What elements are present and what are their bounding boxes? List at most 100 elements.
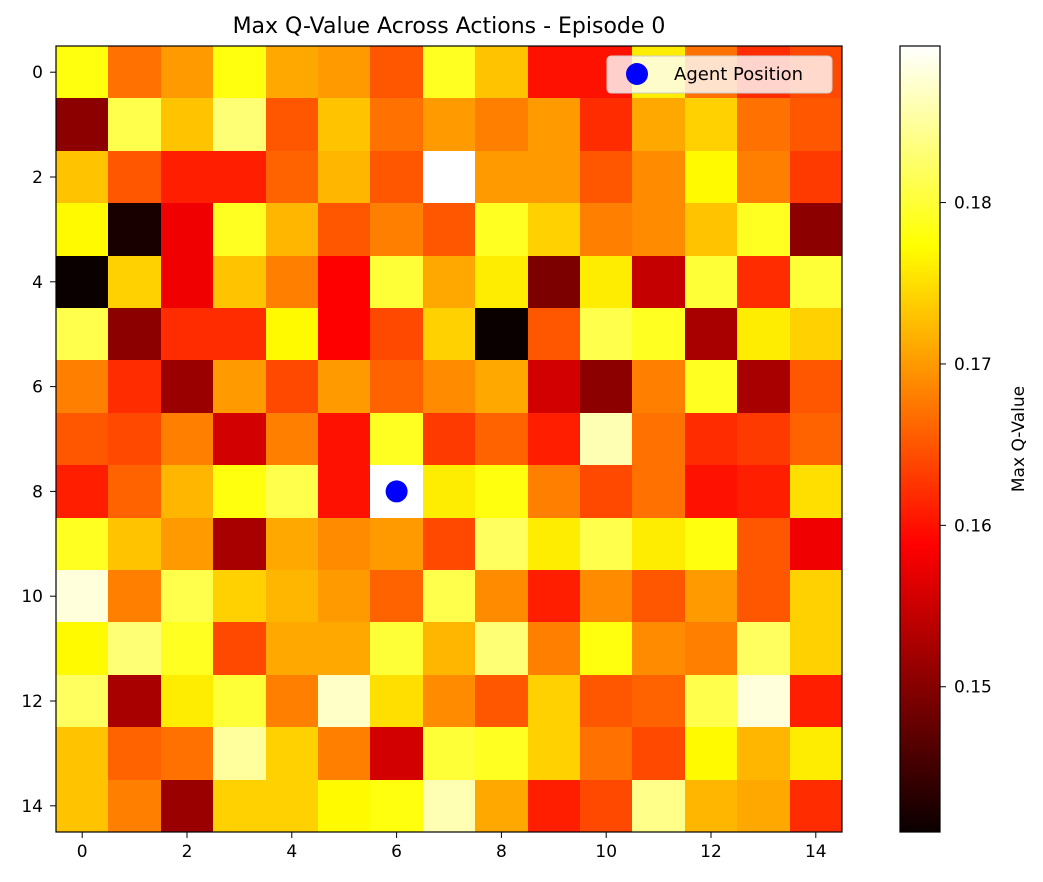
heatmap-cell [632, 518, 685, 570]
heatmap-cell [370, 780, 423, 832]
heatmap-cell [790, 308, 842, 360]
colorbar-label: Max Q-Value [1009, 386, 1029, 492]
heatmap-cell [370, 46, 423, 98]
heatmap-cell [580, 622, 632, 675]
heatmap-cell [56, 570, 108, 622]
heatmap-cell [161, 465, 213, 518]
heatmap-cell [737, 98, 790, 151]
colorbar-tick-label: 0.17 [954, 355, 992, 375]
heatmap-cell [213, 203, 266, 256]
heatmap-cell [266, 465, 318, 518]
heatmap-cell [528, 675, 580, 727]
heatmap-cell [632, 780, 685, 832]
heatmap-cell [790, 413, 842, 465]
y-axis-ticks: 0 2 4 6 8 10 12 14 [21, 63, 56, 817]
heatmap-cell [108, 98, 161, 151]
heatmap-cell [108, 780, 161, 832]
heatmap-cell [56, 151, 108, 203]
heatmap-cell [161, 203, 213, 256]
heatmap-cell [370, 308, 423, 360]
heatmap-cell [528, 570, 580, 622]
heatmap-cell [685, 570, 737, 622]
heatmap-cell [56, 360, 108, 413]
heatmap-cell [685, 413, 737, 465]
heatmap-cell [213, 570, 266, 622]
heatmap-cell [213, 308, 266, 360]
heatmap-cell [56, 465, 108, 518]
heatmap-cell [108, 413, 161, 465]
heatmap-cell [790, 465, 842, 518]
heatmap-cell [475, 360, 528, 413]
y-tick-label: 0 [32, 63, 43, 83]
heatmap-cell [528, 727, 580, 780]
heatmap-cell [475, 727, 528, 780]
heatmap-cell [737, 570, 790, 622]
heatmap-cell [266, 256, 318, 308]
heatmap-cell [475, 465, 528, 518]
heatmap-cell [685, 151, 737, 203]
heatmap-cell [108, 675, 161, 727]
colorbar-tick-label: 0.16 [954, 516, 992, 536]
heatmap-cell [528, 203, 580, 256]
heatmap-cell [213, 98, 266, 151]
x-tick-label: 10 [595, 842, 617, 862]
heatmap-cell [108, 570, 161, 622]
heatmap-cell [213, 46, 266, 98]
heatmap-cell [423, 780, 475, 832]
heatmap-cell [423, 622, 475, 675]
heatmap-cell [266, 780, 318, 832]
heatmap-cell [580, 465, 632, 518]
heatmap-cell [370, 203, 423, 256]
heatmap-cell [161, 675, 213, 727]
heatmap-cell [632, 308, 685, 360]
heatmap-cell [475, 622, 528, 675]
heatmap-cell [56, 727, 108, 780]
heatmap-cell [685, 727, 737, 780]
heatmap-cell [318, 360, 370, 413]
heatmap-cell [370, 360, 423, 413]
heatmap-cell [108, 465, 161, 518]
x-tick-label: 8 [496, 842, 507, 862]
heatmap-cell [632, 675, 685, 727]
heatmap-cell [56, 518, 108, 570]
heatmap-cell [790, 518, 842, 570]
y-tick-label: 6 [32, 378, 43, 398]
legend-agent-marker [626, 63, 648, 85]
heatmap-cell [790, 360, 842, 413]
heatmap-cell [580, 203, 632, 256]
y-tick-label: 2 [32, 168, 43, 188]
heatmap-cell [213, 727, 266, 780]
heatmap-cell [528, 780, 580, 832]
heatmap-cell [685, 308, 737, 360]
heatmap-cell [213, 622, 266, 675]
heatmap-cell [528, 256, 580, 308]
heatmap-cell [632, 413, 685, 465]
heatmap-cell [318, 570, 370, 622]
heatmap-cell [266, 46, 318, 98]
heatmap-cell [790, 727, 842, 780]
y-tick-label: 12 [21, 692, 43, 712]
heatmap-cell [108, 360, 161, 413]
heatmap-cell [685, 675, 737, 727]
heatmap-cell [475, 46, 528, 98]
heatmap-cell [580, 413, 632, 465]
x-axis-ticks: 0 2 4 6 8 10 12 14 [77, 832, 827, 862]
heatmap-cell [528, 98, 580, 151]
heatmap-cell [161, 256, 213, 308]
heatmap-cell [213, 465, 266, 518]
heatmap-cell [108, 622, 161, 675]
heatmap-cell [790, 256, 842, 308]
heatmap-cell [108, 308, 161, 360]
legend-label: Agent Position [674, 64, 803, 85]
heatmap-cells [56, 46, 842, 832]
heatmap-cell [580, 518, 632, 570]
heatmap-cell [213, 675, 266, 727]
heatmap-cell [213, 256, 266, 308]
heatmap-cell [528, 46, 580, 98]
heatmap-cell [790, 622, 842, 675]
heatmap-cell [475, 518, 528, 570]
heatmap-cell [370, 151, 423, 203]
heatmap-cell [370, 256, 423, 308]
heatmap-cell [318, 203, 370, 256]
heatmap-cell [528, 308, 580, 360]
